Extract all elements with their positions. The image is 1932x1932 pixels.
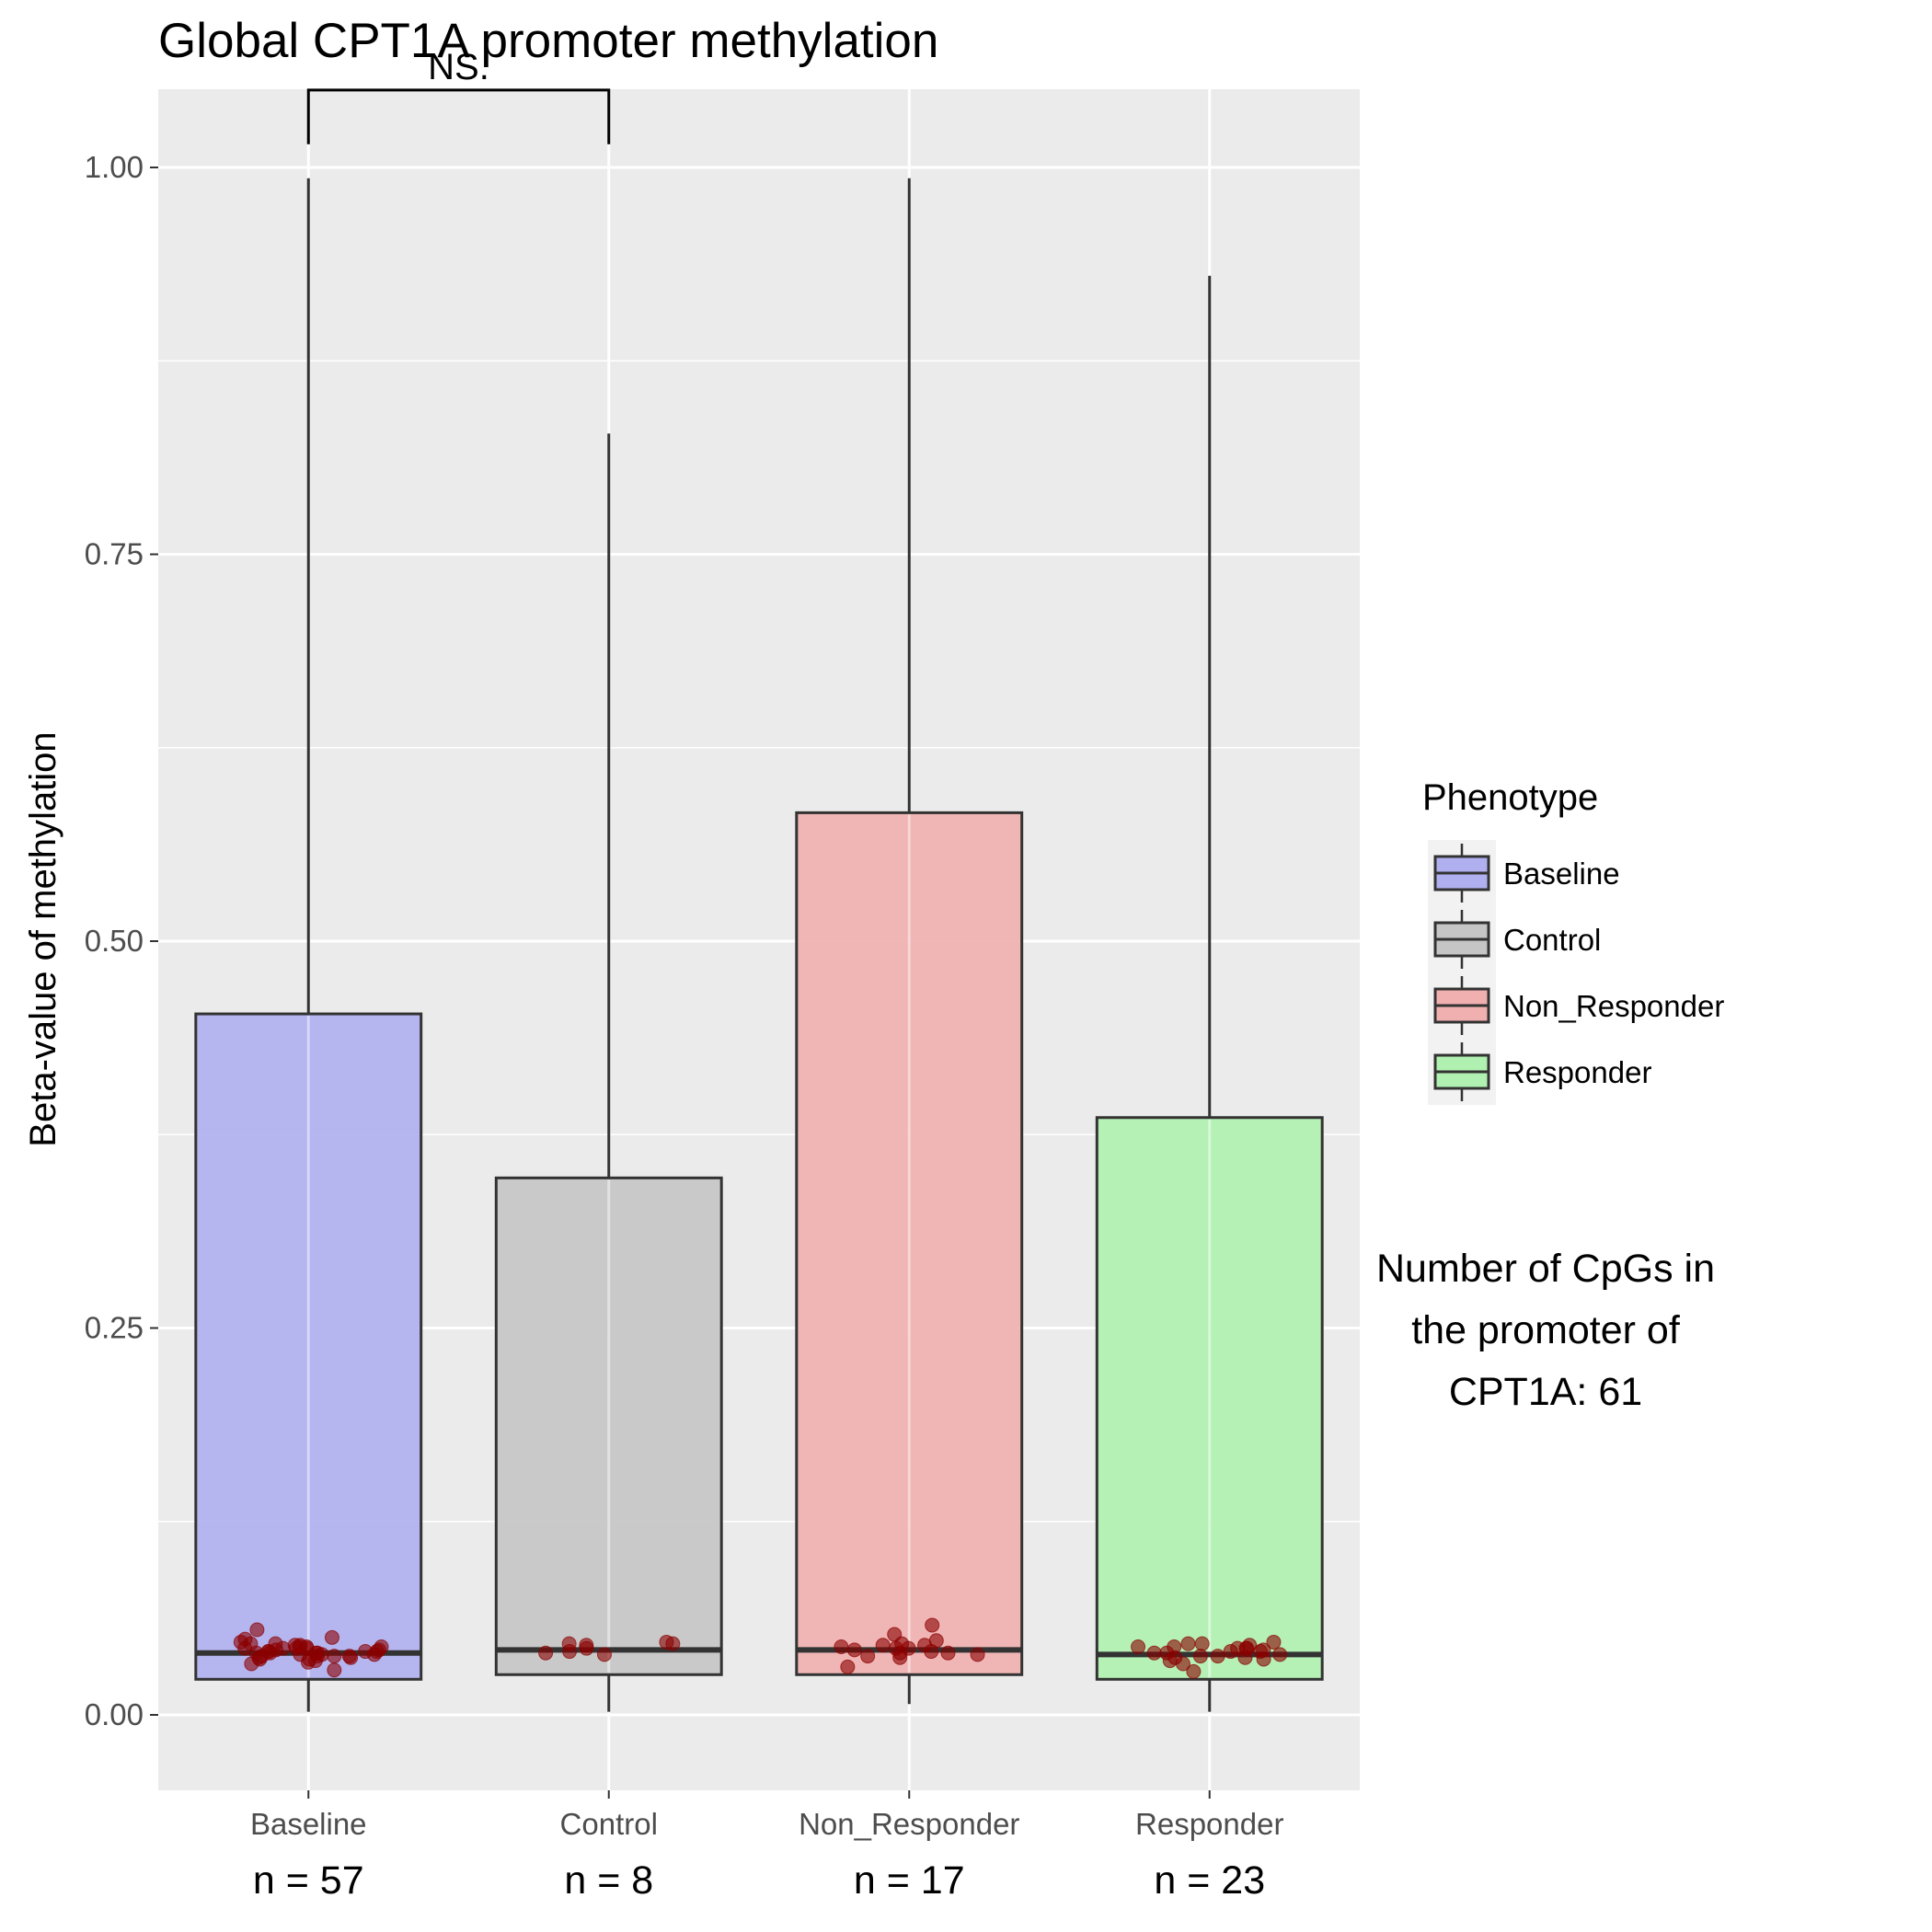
data-point	[327, 1649, 342, 1664]
legend-label: Responder	[1503, 1055, 1651, 1089]
y-tick-label: 0.25	[85, 1311, 144, 1345]
chart-title: Global CPT1A promoter methylation	[158, 14, 938, 68]
data-point	[940, 1645, 956, 1661]
data-point	[327, 1662, 342, 1678]
x-tick-label: Responder	[1135, 1807, 1283, 1841]
legend-item-baseline: Baseline	[1433, 844, 1620, 903]
data-point	[1272, 1647, 1288, 1662]
box-body	[795, 811, 1024, 1676]
legend-item-control: Control	[1433, 910, 1601, 969]
n-label: n = 57	[253, 1858, 364, 1903]
data-point	[341, 1649, 357, 1664]
jitter-points	[233, 1617, 1288, 1679]
significance-bracket: NS.	[306, 47, 611, 144]
legend-label: Non_Responder	[1503, 989, 1724, 1023]
n-label: n = 23	[1154, 1858, 1265, 1903]
x-tick-label: Baseline	[250, 1807, 367, 1841]
data-point	[579, 1638, 594, 1653]
y-tick-label: 1.00	[85, 150, 144, 184]
x-axis: Baseline Control Non_Responder Responder	[250, 1790, 1283, 1841]
data-point	[324, 1629, 339, 1645]
bracket-line	[306, 88, 611, 144]
significance-label: NS.	[428, 47, 489, 87]
data-point	[596, 1647, 612, 1662]
data-point	[1159, 1645, 1175, 1661]
legend: Phenotype Baseline Control Non_Responder Re…	[1422, 777, 1724, 1105]
annotation-line-3: CPT1A: 61	[1449, 1370, 1642, 1414]
box-body	[1095, 1116, 1324, 1681]
x-tick-label: Control	[560, 1807, 658, 1841]
data-point	[374, 1639, 389, 1654]
legend-item-responder: Responder	[1433, 1042, 1651, 1101]
data-point	[892, 1645, 908, 1661]
data-point	[840, 1659, 856, 1674]
data-point	[1266, 1634, 1282, 1650]
data-point	[561, 1636, 577, 1651]
data-point	[249, 1622, 265, 1638]
legend-label: Baseline	[1503, 857, 1620, 891]
data-point	[1186, 1663, 1202, 1679]
box-responder	[1095, 275, 1324, 1712]
y-axis: 0.00 0.25 0.50 0.75 1.00	[85, 150, 158, 1731]
data-point	[1237, 1650, 1253, 1665]
y-tick-label: 0.75	[85, 537, 144, 571]
data-point	[293, 1647, 308, 1662]
data-point	[846, 1642, 862, 1658]
data-point	[925, 1617, 940, 1633]
data-point	[1175, 1656, 1190, 1672]
box-body	[494, 1176, 723, 1676]
n-label: n = 8	[564, 1858, 653, 1903]
y-axis-title: Beta-value of methylation	[23, 731, 63, 1146]
data-point	[875, 1638, 891, 1653]
data-point	[307, 1653, 323, 1669]
data-point	[233, 1634, 248, 1650]
legend-title: Phenotype	[1422, 777, 1598, 818]
box-non-responder	[795, 178, 1024, 1705]
annotation-line-1: Number of CpGs in	[1376, 1247, 1715, 1291]
annotation-line-2: the promoter of	[1411, 1308, 1681, 1352]
data-point	[970, 1647, 985, 1662]
box-control	[494, 433, 723, 1712]
y-tick-label: 0.00	[85, 1697, 144, 1731]
n-label: n = 17	[854, 1858, 965, 1903]
legend-label: Control	[1503, 923, 1601, 957]
data-point	[1210, 1649, 1225, 1664]
data-point	[275, 1640, 291, 1656]
data-point	[860, 1649, 876, 1664]
boxes	[194, 178, 1324, 1712]
legend-item-non-responder: Non_Responder	[1433, 976, 1724, 1035]
data-point	[1146, 1645, 1162, 1661]
data-point	[1180, 1636, 1196, 1651]
data-point	[538, 1645, 554, 1661]
x-tick-label: Non_Responder	[799, 1807, 1019, 1841]
data-point	[659, 1634, 674, 1650]
box-body	[194, 1012, 423, 1681]
y-tick-label: 0.50	[85, 924, 144, 958]
data-point	[1256, 1651, 1271, 1667]
box-baseline	[194, 178, 423, 1712]
data-point	[834, 1639, 849, 1654]
data-point	[1131, 1639, 1146, 1654]
data-point	[1192, 1649, 1208, 1664]
data-point	[248, 1645, 264, 1661]
data-point	[1194, 1636, 1210, 1651]
n-labels: n = 57 n = 8 n = 17 n = 23	[253, 1858, 1265, 1903]
cpg-annotation: Number of CpGs in the promoter of CPT1A:…	[1376, 1247, 1715, 1414]
data-point	[924, 1644, 939, 1660]
